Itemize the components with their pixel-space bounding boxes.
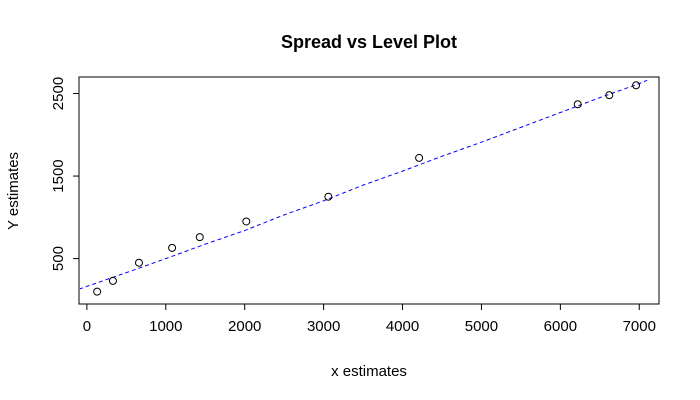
data-point bbox=[573, 100, 582, 109]
data-point bbox=[605, 91, 614, 100]
fit-line-group bbox=[80, 79, 648, 290]
data-point bbox=[93, 287, 102, 296]
data-point bbox=[195, 233, 204, 242]
x-axis: 0 1000 2000 3000 4000 5000 6000 7000 bbox=[83, 304, 656, 335]
plot-frame bbox=[78, 76, 660, 305]
data-point bbox=[324, 192, 333, 201]
y-axis: 500 1500 2500 bbox=[50, 77, 79, 271]
x-tick-label: 7000 bbox=[623, 318, 656, 335]
chart-title: Spread vs Level Plot bbox=[281, 32, 457, 52]
data-point bbox=[168, 243, 177, 252]
data-point bbox=[108, 276, 117, 285]
y-tick-label: 1500 bbox=[50, 159, 67, 192]
data-point bbox=[632, 81, 641, 90]
data-point bbox=[134, 258, 143, 267]
data-point bbox=[242, 217, 251, 226]
x-tick-label: 5000 bbox=[465, 318, 498, 335]
x-tick-label: 2000 bbox=[228, 318, 261, 335]
points-group bbox=[93, 81, 641, 296]
fit-line bbox=[80, 79, 648, 290]
x-axis-label: x estimates bbox=[331, 363, 407, 380]
y-tick-label: 500 bbox=[50, 246, 67, 271]
x-tick-label: 4000 bbox=[386, 318, 419, 335]
x-tick-label: 1000 bbox=[149, 318, 182, 335]
y-tick-label: 2500 bbox=[50, 77, 67, 110]
x-tick-label: 6000 bbox=[544, 318, 577, 335]
x-tick-label: 3000 bbox=[307, 318, 340, 335]
x-tick-label: 0 bbox=[83, 318, 91, 335]
data-point bbox=[415, 153, 424, 162]
y-axis-label: Y estimates bbox=[5, 152, 22, 230]
